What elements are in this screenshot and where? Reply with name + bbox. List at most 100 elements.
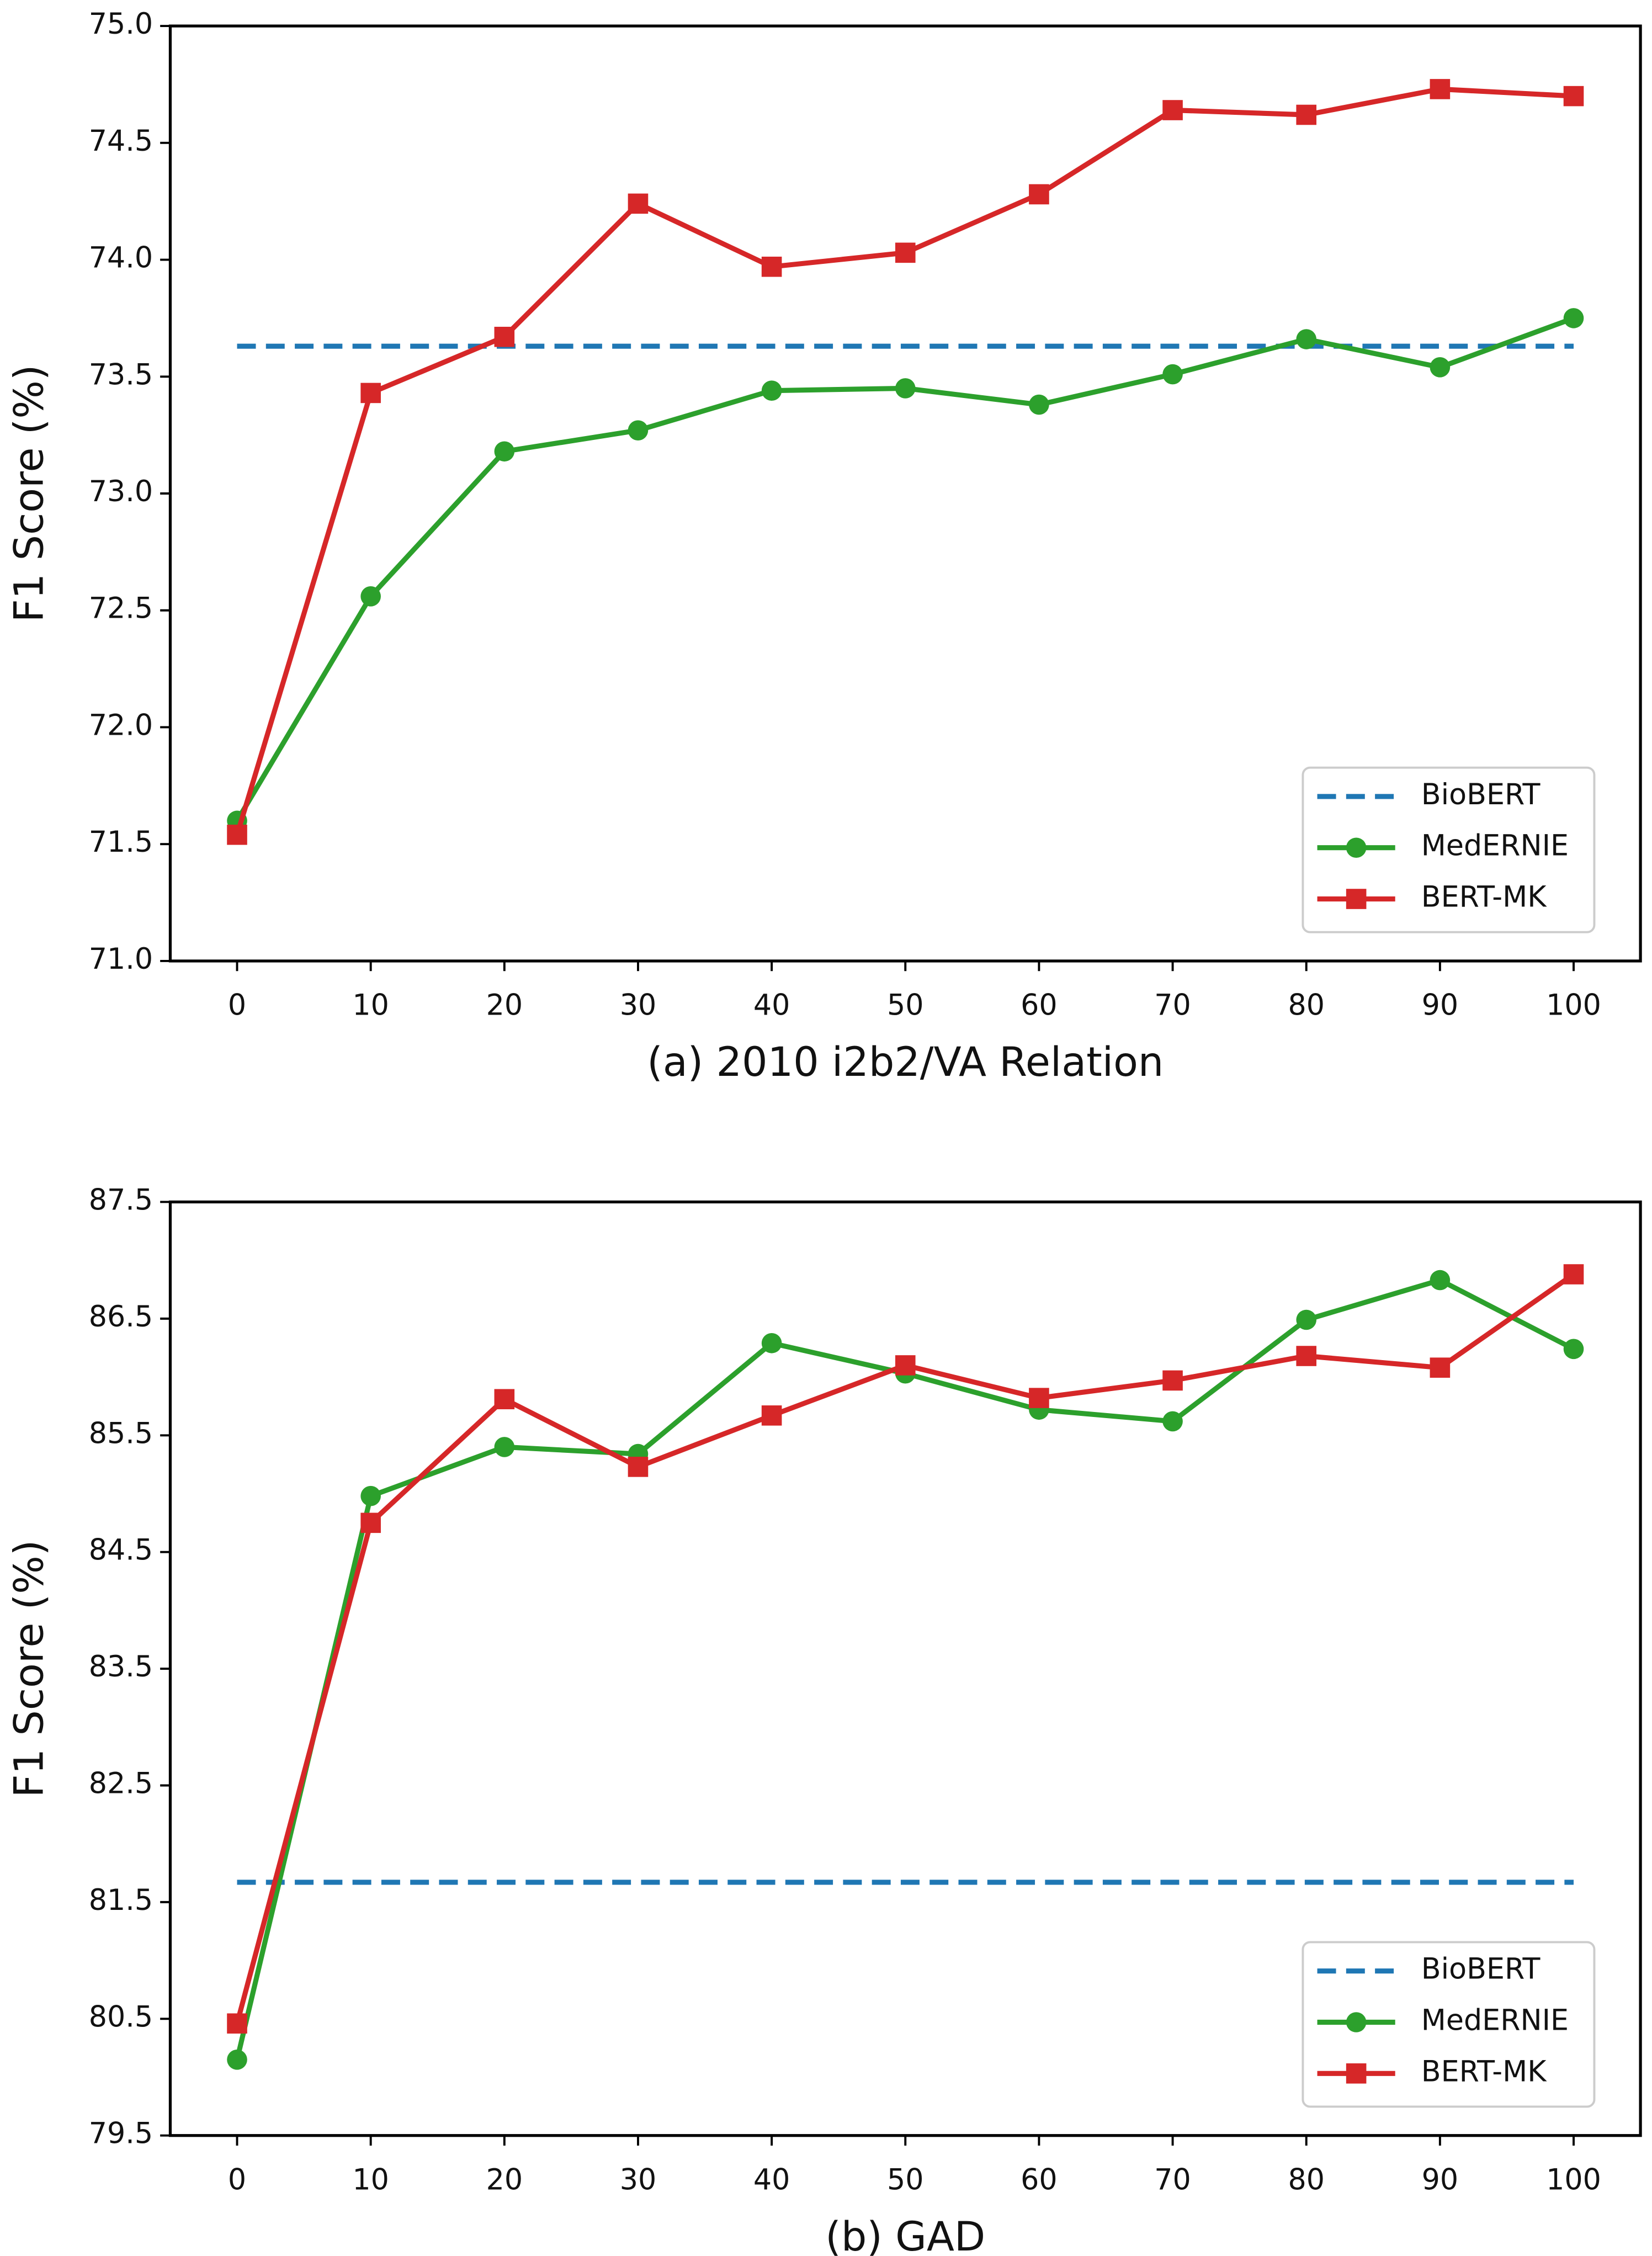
point bbox=[895, 378, 916, 399]
legend-label: BERT-MK bbox=[1421, 2055, 1547, 2088]
x-tick-label: 20 bbox=[486, 2163, 523, 2196]
legend-label: MedERNIE bbox=[1421, 2004, 1569, 2037]
point bbox=[494, 1389, 515, 1410]
x-tick-label: 0 bbox=[228, 2163, 246, 2196]
y-tick-label: 85.5 bbox=[89, 1416, 153, 1450]
legend-box bbox=[1302, 1941, 1596, 2108]
x-tick-label: 80 bbox=[1288, 2163, 1325, 2196]
point bbox=[1296, 329, 1317, 349]
point bbox=[1563, 1264, 1584, 1284]
point bbox=[1563, 86, 1584, 107]
y-tick-label: 81.5 bbox=[89, 1883, 153, 1917]
y-tick-label: 84.5 bbox=[89, 1533, 153, 1567]
legend-marker bbox=[1346, 889, 1367, 909]
y-tick-label: 74.5 bbox=[89, 124, 153, 158]
x-tick-label: 10 bbox=[352, 2163, 389, 2196]
x-tick-label: 100 bbox=[1546, 989, 1601, 1022]
point bbox=[628, 420, 649, 440]
y-tick-label: 75.0 bbox=[89, 7, 153, 41]
y-tick-label: 72.5 bbox=[89, 592, 153, 625]
x-tick-label: 80 bbox=[1288, 989, 1325, 1022]
x-tick-label: 50 bbox=[887, 989, 924, 1022]
y-tick-label: 71.0 bbox=[89, 942, 153, 976]
x-tick-label: 10 bbox=[352, 989, 389, 1022]
point bbox=[761, 1405, 782, 1426]
point bbox=[628, 1457, 649, 1477]
x-axis-label: (b) GAD bbox=[825, 2213, 985, 2256]
x-tick-label: 20 bbox=[486, 989, 523, 1022]
legend-label: BioBERT bbox=[1421, 778, 1541, 811]
point bbox=[1029, 394, 1049, 415]
legend-box bbox=[1302, 766, 1596, 933]
legend-label: MedERNIE bbox=[1421, 829, 1569, 863]
y-tick-label: 73.5 bbox=[89, 358, 153, 391]
point bbox=[1296, 1309, 1317, 1330]
x-tick-label: 30 bbox=[620, 989, 657, 1022]
point bbox=[761, 380, 782, 401]
y-tick-label: 72.0 bbox=[89, 708, 153, 742]
x-tick-label: 40 bbox=[753, 989, 790, 1022]
legend-marker bbox=[1346, 837, 1367, 858]
legend-marker bbox=[1346, 2012, 1367, 2032]
point bbox=[1563, 1339, 1584, 1360]
x-tick-label: 60 bbox=[1021, 2163, 1058, 2196]
point bbox=[360, 1512, 381, 1533]
point bbox=[1563, 308, 1584, 328]
point bbox=[1162, 364, 1183, 385]
point bbox=[1430, 1270, 1451, 1291]
x-tick-label: 100 bbox=[1546, 2163, 1601, 2196]
x-tick-label: 70 bbox=[1154, 2163, 1191, 2196]
point bbox=[1430, 79, 1451, 99]
x-tick-label: 70 bbox=[1154, 989, 1191, 1022]
point bbox=[1430, 357, 1451, 378]
legend-label: BERT-MK bbox=[1421, 880, 1547, 914]
point bbox=[1430, 1357, 1451, 1378]
point bbox=[628, 193, 649, 214]
point bbox=[227, 2013, 247, 2034]
point bbox=[895, 242, 916, 263]
x-tick-label: 90 bbox=[1422, 989, 1459, 1022]
y-tick-label: 86.5 bbox=[89, 1300, 153, 1334]
point bbox=[494, 1437, 515, 1457]
x-tick-label: 60 bbox=[1021, 989, 1058, 1022]
legend-marker bbox=[1346, 2063, 1367, 2084]
y-tick-label: 82.5 bbox=[89, 1766, 153, 1800]
point bbox=[227, 824, 247, 845]
x-tick-label: 90 bbox=[1422, 2163, 1459, 2196]
point bbox=[360, 1485, 381, 1506]
point bbox=[761, 256, 782, 277]
y-tick-label: 74.0 bbox=[89, 241, 153, 275]
y-tick-label: 79.5 bbox=[89, 2117, 153, 2151]
x-tick-label: 40 bbox=[753, 2163, 790, 2196]
point bbox=[227, 2049, 247, 2070]
x-tick-label: 0 bbox=[228, 989, 246, 1022]
point bbox=[1296, 1346, 1317, 1366]
y-tick-label: 83.5 bbox=[89, 1650, 153, 1684]
point bbox=[494, 441, 515, 462]
series-line bbox=[235, 86, 1574, 836]
y-tick-label: 71.5 bbox=[89, 825, 153, 859]
y-tick-label: 73.0 bbox=[89, 475, 153, 508]
point bbox=[1162, 1411, 1183, 1432]
y-axis-label: F1 Score (%) bbox=[6, 365, 53, 623]
y-axis-label: F1 Score (%) bbox=[6, 1540, 53, 1798]
x-tick-label: 30 bbox=[620, 2163, 657, 2196]
x-tick-label: 50 bbox=[887, 2163, 924, 2196]
y-tick-label: 87.5 bbox=[89, 1183, 153, 1217]
point bbox=[360, 586, 381, 607]
point bbox=[1296, 104, 1317, 125]
y-tick-label: 80.5 bbox=[89, 2000, 153, 2034]
point bbox=[1162, 1370, 1183, 1391]
point bbox=[761, 1333, 782, 1353]
point bbox=[494, 326, 515, 347]
x-axis-label: (a) 2010 i2b2/VA Relation bbox=[647, 1039, 1164, 1086]
legend-label: BioBERT bbox=[1421, 1952, 1541, 1986]
point bbox=[1029, 184, 1049, 205]
series-line bbox=[235, 1272, 1575, 2024]
point bbox=[895, 1355, 916, 1376]
point bbox=[360, 383, 381, 404]
point bbox=[1029, 1388, 1049, 1408]
point bbox=[1162, 100, 1183, 120]
